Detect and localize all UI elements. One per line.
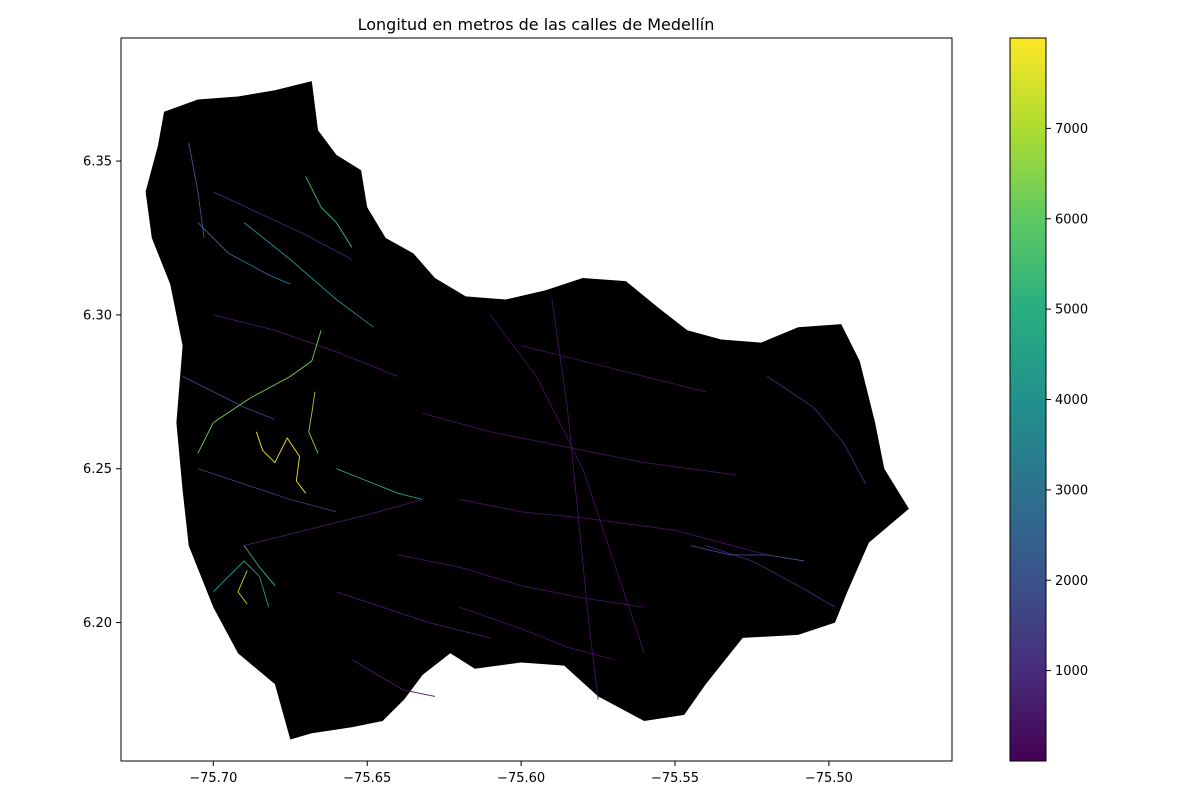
street-segment	[767, 376, 867, 485]
colorbar-tick-label: 1000	[1055, 664, 1088, 679]
street-segment	[305, 176, 353, 248]
street-segment	[243, 545, 276, 586]
street-segment	[489, 314, 645, 654]
street-segment	[213, 314, 399, 377]
x-tick-label: −75.50	[805, 771, 853, 786]
colorbar-tick-label: 7000	[1055, 122, 1088, 137]
street-segment	[351, 659, 435, 697]
street-segment	[197, 330, 322, 454]
street-segment	[243, 222, 374, 328]
street-segment	[255, 431, 307, 494]
y-axis: 6.20 6.25 6.30 6.35	[83, 155, 121, 631]
street-segment	[459, 499, 768, 556]
colorbar	[1009, 37, 1047, 762]
y-tick-label: 6.25	[83, 462, 112, 477]
colorbar-tick-label: 4000	[1055, 393, 1088, 408]
street-segment	[336, 591, 491, 639]
street-segment	[237, 570, 248, 605]
street-segment	[197, 222, 291, 285]
street-segment	[308, 391, 319, 454]
colorbar-tick-label: 2000	[1055, 574, 1088, 589]
street-segment	[520, 345, 706, 393]
x-tick-label: −75.55	[651, 771, 699, 786]
street-segment	[182, 375, 276, 420]
x-axis: −75.70 −75.65 −75.60 −75.55 −75.50	[189, 761, 853, 786]
street-segment	[188, 142, 205, 239]
street-segment	[551, 299, 599, 700]
y-tick-label: 6.20	[83, 616, 112, 631]
street-segment	[197, 468, 337, 513]
colorbar-tick-label: 3000	[1055, 483, 1088, 498]
street-segment	[212, 560, 270, 608]
chart-title: Longitud en metros de las calles de Mede…	[358, 15, 715, 34]
plot-frame	[120, 37, 953, 762]
colorbar-tick-label: 6000	[1055, 212, 1088, 227]
colorbar-axis: 1000 2000 3000 4000 5000 6000 7000	[1046, 122, 1088, 679]
street-segment	[336, 468, 423, 500]
street-segment	[422, 412, 737, 476]
street-segment	[213, 191, 353, 260]
x-tick-label: −75.70	[189, 771, 237, 786]
y-tick-label: 6.35	[83, 155, 112, 170]
x-tick-label: −75.65	[343, 771, 391, 786]
y-tick-label: 6.30	[83, 308, 112, 323]
x-tick-label: −75.60	[497, 771, 545, 786]
street-network	[182, 142, 867, 700]
street-segment	[397, 554, 645, 608]
medellin-boundary	[145, 81, 909, 740]
street-segment	[243, 499, 423, 547]
colorbar-tick-label: 5000	[1055, 303, 1088, 318]
street-segment	[705, 545, 836, 608]
street-segment	[459, 606, 614, 660]
street-segment	[690, 545, 805, 562]
